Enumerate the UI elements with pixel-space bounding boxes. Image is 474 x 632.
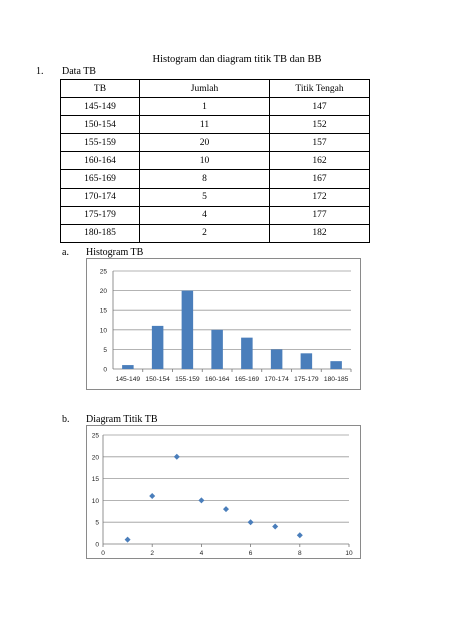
scatter-point — [198, 497, 205, 504]
histogram-chart-frame: 0 5 10 15 20 25 145-149 150-154 155-159 160-164 16… — [86, 258, 361, 390]
table-row: 150-154 11 152 — [60, 115, 370, 135]
x-tick-label: 2 — [150, 550, 154, 557]
x-tick-label: 8 — [298, 550, 302, 557]
table-row: 155-159 20 157 — [60, 133, 370, 153]
scatter-chart: 0 5 10 15 20 25 0 2 4 6 8 10 — [92, 433, 353, 558]
section-a-letter: a. — [62, 247, 69, 258]
histogram-bar — [211, 329, 223, 369]
x-tick-label: 6 — [249, 550, 253, 557]
x-tick-label: 150-154 — [145, 376, 170, 383]
table-row: 145-149 1 147 — [60, 97, 370, 117]
x-tick-label: 10 — [345, 550, 353, 557]
histogram-chart: 0 5 10 15 20 25 145-149 150-154 155-159 160-164 16… — [100, 269, 352, 383]
histogram-bar — [241, 337, 253, 369]
y-tick-label: 10 — [92, 498, 100, 505]
x-tick-label: 4 — [200, 550, 204, 557]
histogram-bar — [181, 290, 194, 369]
table-cell: 8 — [139, 169, 270, 189]
histogram-bar — [122, 365, 134, 369]
table-cell: 10 — [139, 151, 270, 171]
section-1-number: 1. — [36, 66, 44, 77]
table-cell: 162 — [269, 151, 370, 171]
table-row: 160-164 10 162 — [60, 151, 370, 171]
x-tick-label: 175-179 — [294, 376, 319, 383]
y-tick-label: 15 — [92, 476, 100, 483]
y-tick-label: 15 — [100, 308, 108, 315]
table-cell: 160-164 — [60, 151, 140, 171]
table-cell: 167 — [269, 169, 370, 189]
table-row: 175-179 4 177 — [60, 205, 370, 225]
section-1-label: Data TB — [62, 66, 96, 77]
x-tick-label: 180-185 — [324, 376, 349, 383]
section-a-heading: a. Histogram TB — [62, 247, 143, 258]
y-tick-label: 0 — [103, 367, 107, 374]
histogram-bar — [300, 353, 313, 369]
section-1-heading: 1. Data TB — [36, 66, 96, 77]
table-cell: 1 — [139, 97, 270, 117]
table-cell: 2 — [139, 223, 270, 243]
y-tick-label: 25 — [100, 269, 108, 276]
table-cell: 165-169 — [60, 169, 140, 189]
table-cell: 170-174 — [60, 187, 140, 207]
tb-data-table: TB Jumlah Titik Tengah 145-149 1 147 150-1… — [60, 78, 370, 243]
histogram-bar — [270, 349, 283, 369]
table-cell: 5 — [139, 187, 270, 207]
table-cell: 20 — [139, 133, 270, 153]
table-header-row: TB Jumlah Titik Tengah — [60, 78, 370, 99]
scatter-point — [272, 523, 279, 530]
scatter-point — [124, 536, 131, 543]
table-cell: 177 — [269, 205, 370, 225]
table-cell: 172 — [269, 187, 370, 207]
section-b-heading: b. Diagram Titik TB — [62, 414, 158, 425]
y-tick-label: 5 — [103, 347, 107, 354]
table-cell: 155-159 — [60, 133, 140, 153]
table-row: 170-174 5 172 — [60, 187, 370, 207]
table-cell: 180-185 — [60, 223, 140, 243]
x-tick-label: 145-149 — [116, 376, 141, 383]
histogram-bar — [330, 361, 342, 369]
scatter-point — [149, 493, 156, 500]
table-header-cell: Jumlah — [139, 78, 270, 99]
scatter-point — [173, 453, 180, 460]
table-header-cell: TB — [60, 78, 140, 99]
table-cell: 152 — [269, 115, 370, 135]
section-b-label: Diagram Titik TB — [86, 414, 158, 425]
document-title: Histogram dan diagram titik TB dan BB — [152, 54, 322, 65]
table-cell: 4 — [139, 205, 270, 225]
table-header-cell: Titik Tengah — [269, 78, 370, 99]
x-tick-label: 170-174 — [264, 376, 289, 383]
y-tick-label: 20 — [92, 454, 100, 461]
y-tick-label: 0 — [95, 542, 99, 549]
scatter-point — [223, 506, 229, 513]
scatter-chart-frame: 0 5 10 15 20 25 0 2 4 6 8 10 — [86, 425, 361, 559]
table-row: 180-185 2 182 — [60, 223, 370, 243]
y-tick-label: 5 — [95, 520, 99, 527]
table-cell: 150-154 — [60, 115, 140, 135]
table-cell: 11 — [139, 115, 270, 135]
section-b-letter: b. — [62, 414, 70, 425]
y-tick-label: 10 — [100, 327, 108, 334]
scatter-point — [296, 532, 303, 539]
table-cell: 147 — [269, 97, 370, 117]
table-cell: 175-179 — [60, 205, 140, 225]
x-tick-label: 0 — [101, 550, 105, 557]
section-a-label: Histogram TB — [86, 247, 144, 258]
table-cell: 157 — [269, 133, 370, 153]
x-tick-label: 160-164 — [205, 376, 230, 383]
table-cell: 182 — [269, 223, 370, 243]
y-tick-label: 20 — [100, 288, 108, 295]
x-tick-label: 165-169 — [235, 376, 260, 383]
table-cell: 145-149 — [60, 97, 140, 117]
scatter-point — [247, 519, 254, 526]
y-tick-label: 25 — [92, 433, 100, 440]
table-row: 165-169 8 167 — [60, 169, 370, 189]
x-tick-label: 155-159 — [175, 376, 200, 383]
histogram-bar — [151, 325, 164, 369]
